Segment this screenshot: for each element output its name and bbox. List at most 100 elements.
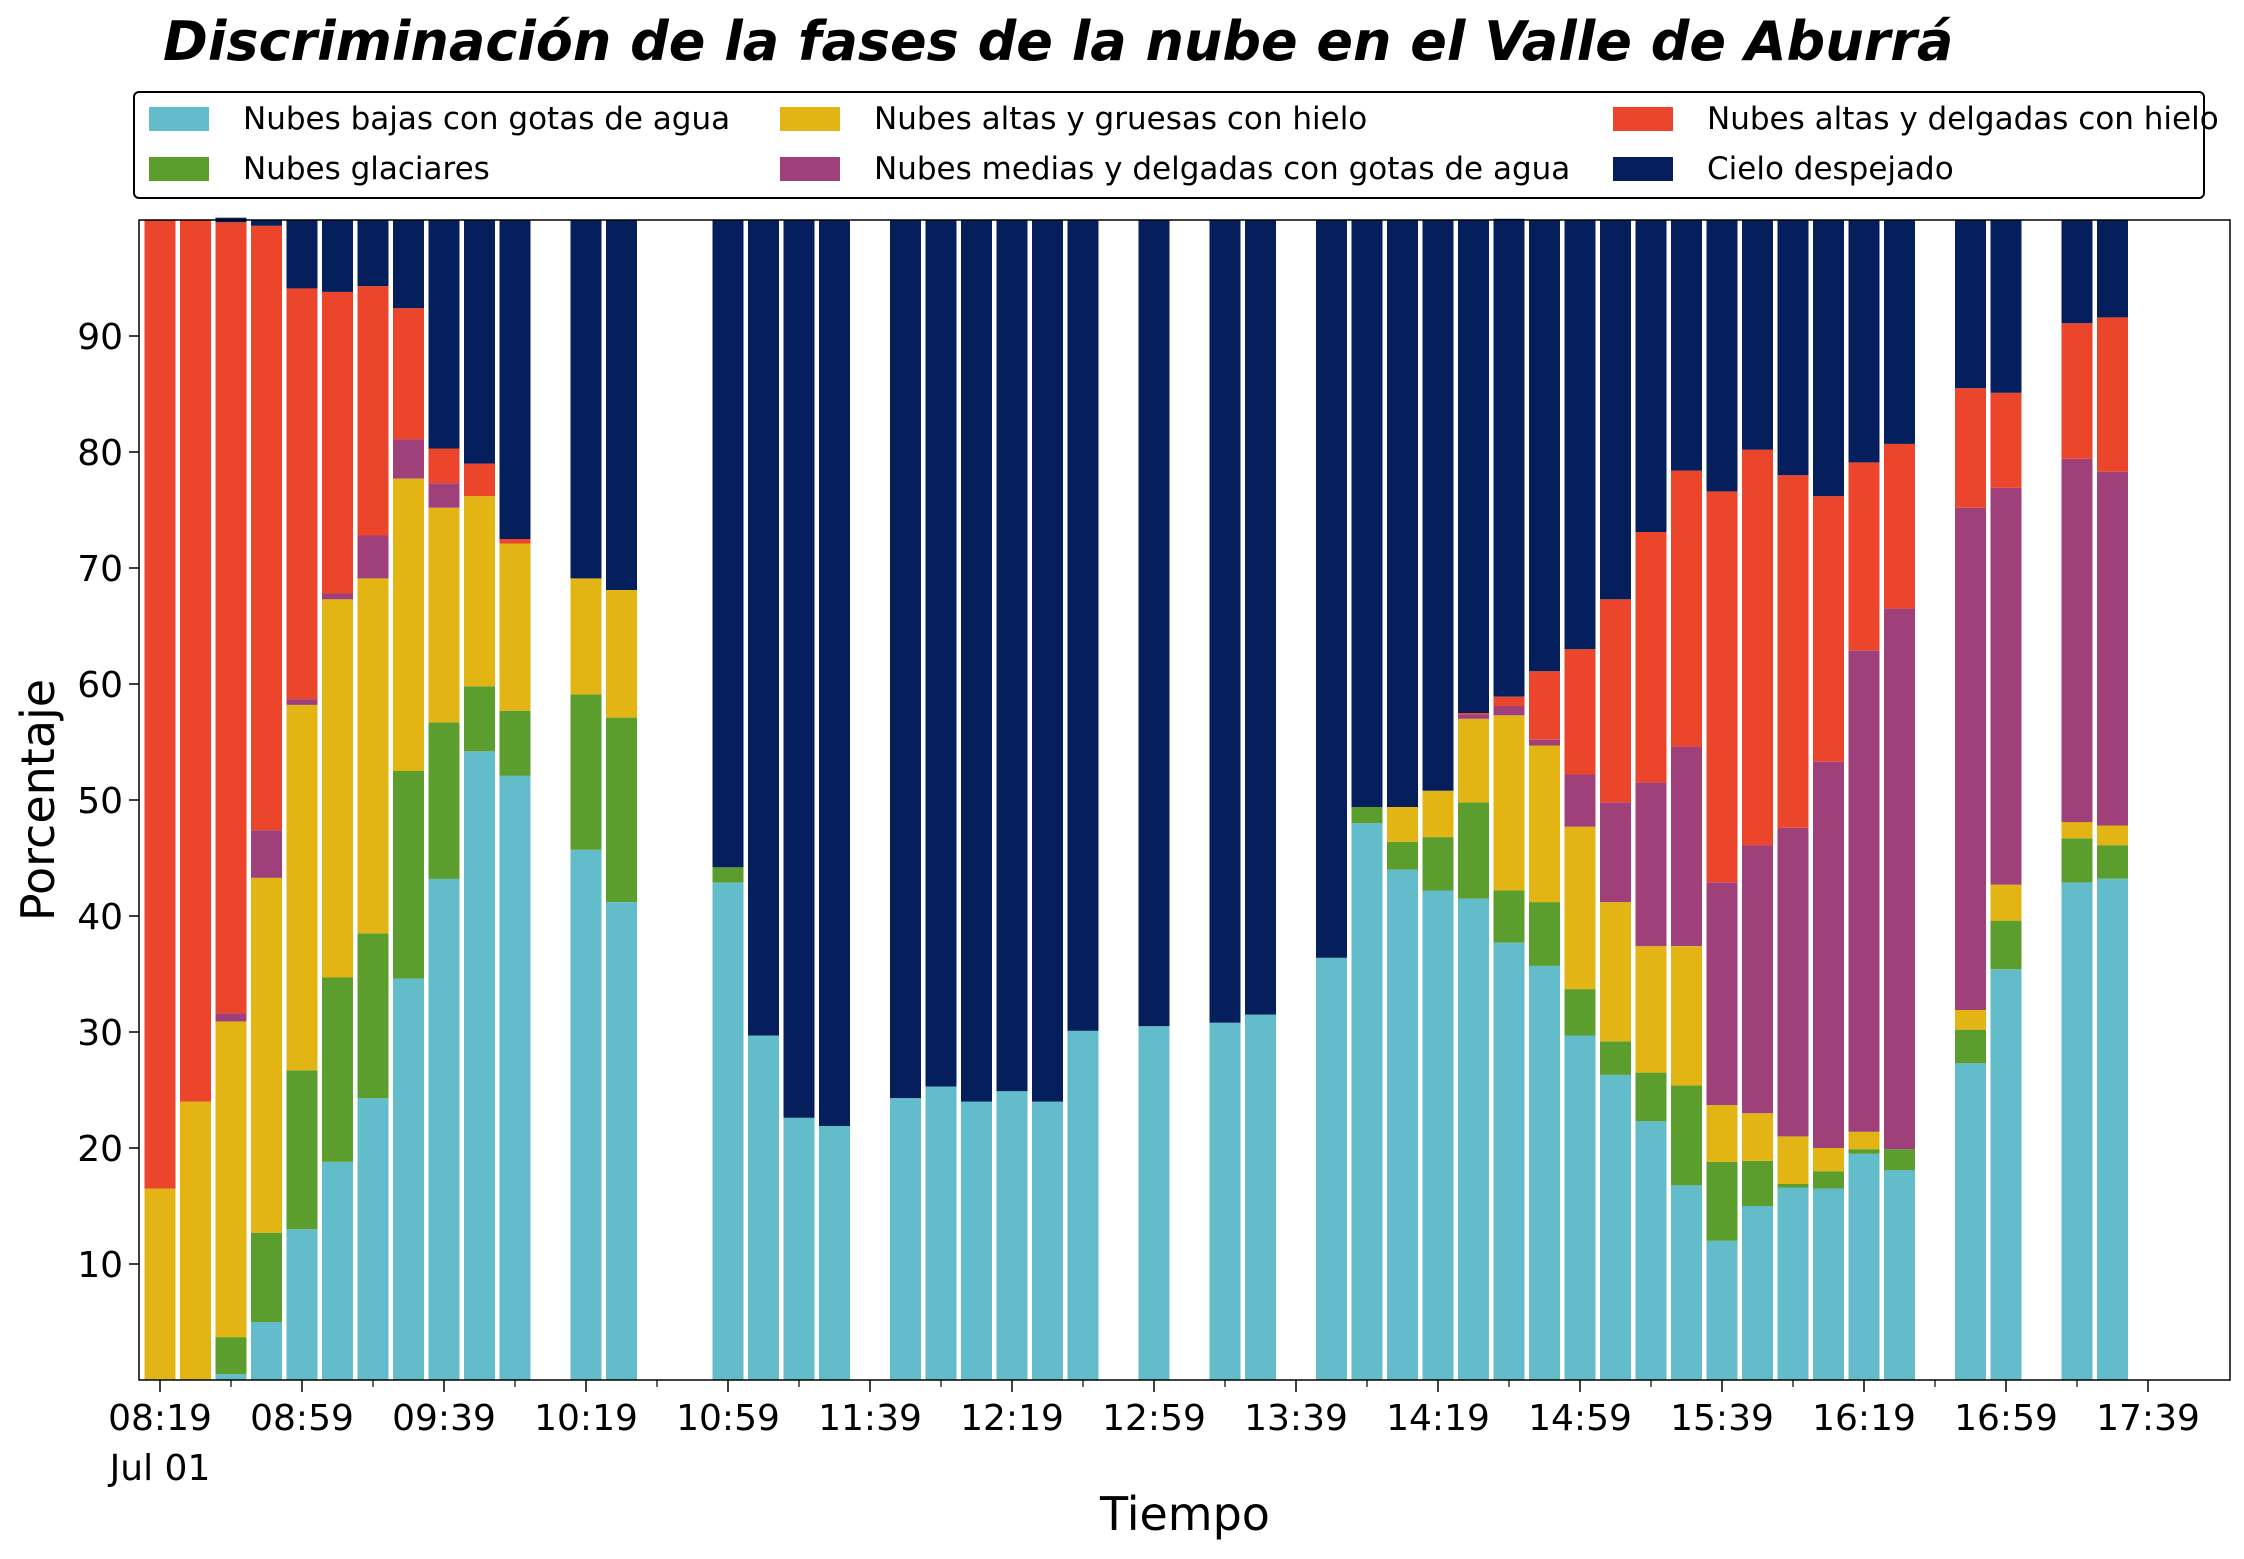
y-tick-label: 90 [77, 317, 123, 358]
y-tick-label: 40 [77, 897, 123, 938]
bar-segment-nubes-bajas-con-gotas-de-agua-0939 [428, 878, 460, 1380]
bar-segment-nubes-altas-y-delgadas-con-hielo-1649 [1955, 388, 1986, 508]
bar-segment-cielo-despejado-0849 [251, 220, 282, 226]
bar-segment-cielo-despejado-0949 [464, 220, 495, 464]
x-tick-date-label: Jul 01 [108, 1448, 211, 1489]
bar-segment-cielo-despejado-1429 [1458, 220, 1489, 713]
bar-segment-nubes-altas-y-gruesas-con-hielo-1549 [1742, 1113, 1773, 1161]
bar-segment-nubes-altas-y-delgadas-con-hielo-0859 [286, 288, 318, 699]
bar-segment-cielo-despejado-1349 [1316, 220, 1347, 958]
legend-item-nubes-medias-y-delgadas-con-gotas-de-agua: Nubes medias y delgadas con gotas de agu… [780, 151, 1570, 187]
bar-segment-nubes-medias-y-delgadas-con-gotas-de-agua-1719 [2061, 459, 2093, 823]
bar-segment-nubes-altas-y-delgadas-con-hielo-0849 [251, 225, 282, 831]
legend: Nubes bajas con gotas de agua Nubes glaci… [133, 91, 2219, 199]
bar-segment-nubes-altas-y-delgadas-con-hielo-0839 [215, 222, 247, 1014]
bar-segment-cielo-despejado-1229 [1032, 220, 1063, 1102]
bar-segment-nubes-altas-y-delgadas-con-hielo-1659 [1990, 392, 2022, 488]
y-tick-label: 70 [77, 549, 123, 590]
bar-segment-nubes-glaciares-1439 [1493, 890, 1525, 943]
bar-segment-nubes-glaciares-0919 [357, 933, 389, 1099]
bar-segment-nubes-medias-y-delgadas-con-gotas-de-agua-0909 [322, 593, 353, 600]
bar-segment-nubes-altas-y-delgadas-con-hielo-0959 [499, 539, 531, 544]
legend-swatch [780, 107, 840, 131]
bar-segment-cielo-despejado-1259 [1138, 220, 1170, 1027]
bar-segment-nubes-bajas-con-gotas-de-agua-1219 [996, 1091, 1028, 1380]
bar-segment-nubes-medias-y-delgadas-con-gotas-de-agua-0929 [393, 439, 424, 479]
bar-segment-nubes-bajas-con-gotas-de-agua-1449 [1529, 965, 1560, 1380]
x-tick-label: 17:39 [2096, 1398, 2200, 1439]
bar-segment-nubes-medias-y-delgadas-con-gotas-de-agua-1519 [1635, 782, 1667, 947]
y-tick-label: 10 [77, 1245, 123, 1286]
bar-segment-nubes-altas-y-delgadas-con-hielo-1519 [1635, 532, 1667, 783]
bar-segment-nubes-bajas-con-gotas-de-agua-0959 [499, 775, 531, 1380]
bar-segment-nubes-altas-y-gruesas-con-hielo-1029 [606, 590, 637, 718]
legend-item-nubes-altas-y-delgadas-con-hielo: Nubes altas y delgadas con hielo [1613, 101, 2219, 137]
legend-label: Cielo despejado [1707, 151, 1954, 187]
bar-segment-cielo-despejado-1559 [1777, 220, 1809, 476]
bar-segment-nubes-bajas-con-gotas-de-agua-1439 [1493, 942, 1525, 1380]
bar-segment-cielo-despejado-1459 [1564, 220, 1596, 650]
bar-segment-nubes-glaciares-0849 [251, 1232, 282, 1322]
bar-segment-nubes-altas-y-gruesas-con-hielo-1019 [570, 578, 602, 695]
bar-segment-cielo-despejado-1549 [1742, 220, 1773, 450]
bar-segment-cielo-despejado-1219 [996, 220, 1028, 1092]
bar-segment-nubes-bajas-con-gotas-de-agua-1519 [1635, 1121, 1667, 1380]
bar-segment-nubes-altas-y-gruesas-con-hielo-1649 [1955, 1010, 1986, 1030]
bar-segment-nubes-glaciares-0909 [322, 977, 353, 1162]
bar-segment-nubes-altas-y-delgadas-con-hielo-1719 [2061, 323, 2093, 459]
bar-segment-nubes-bajas-con-gotas-de-agua-1459 [1564, 1035, 1596, 1380]
bar-segment-nubes-altas-y-delgadas-con-hielo-0949 [464, 463, 495, 497]
bar-segment-nubes-medias-y-delgadas-con-gotas-de-agua-1429 [1458, 714, 1489, 719]
bar-segment-cielo-despejado-1029 [606, 220, 637, 590]
bar-segment-nubes-altas-y-delgadas-con-hielo-0919 [357, 286, 389, 536]
bar-segment-nubes-altas-y-gruesas-con-hielo-1509 [1600, 902, 1631, 1042]
bar-segment-nubes-altas-y-gruesas-con-hielo-1719 [2061, 822, 2093, 839]
bar-segment-nubes-altas-y-delgadas-con-hielo-1539 [1706, 491, 1738, 883]
bar-segment-nubes-bajas-con-gotas-de-agua-1529 [1671, 1185, 1702, 1380]
x-tick-label: 12:59 [1102, 1398, 1206, 1439]
bar-segment-nubes-altas-y-gruesas-con-hielo-0949 [464, 496, 495, 687]
bar-segment-nubes-altas-y-gruesas-con-hielo-0959 [499, 543, 531, 711]
bar-segment-cielo-despejado-1619 [1848, 220, 1880, 463]
bar-segment-nubes-bajas-con-gotas-de-agua-1129 [819, 1126, 850, 1380]
bar-segment-nubes-medias-y-delgadas-con-gotas-de-agua-1559 [1777, 827, 1809, 1137]
bar-segment-nubes-glaciares-1359 [1351, 807, 1383, 824]
bar-segment-nubes-altas-y-gruesas-con-hielo-1419 [1422, 790, 1454, 838]
bar-segment-nubes-bajas-con-gotas-de-agua-1719 [2061, 882, 2093, 1380]
bar-segment-nubes-bajas-con-gotas-de-agua-1119 [783, 1117, 815, 1380]
x-axis-label: Tiempo [1099, 1487, 1270, 1541]
bar-segment-nubes-bajas-con-gotas-de-agua-1659 [1990, 969, 2022, 1380]
legend-label: Nubes medias y delgadas con gotas de agu… [874, 151, 1571, 187]
bar-segment-nubes-altas-y-gruesas-con-hielo-0849 [251, 877, 282, 1233]
bar-segment-cielo-despejado-1529 [1671, 220, 1702, 471]
bar-segment-nubes-medias-y-delgadas-con-gotas-de-agua-1459 [1564, 774, 1596, 827]
bar-segment-cielo-despejado-1239 [1067, 220, 1099, 1031]
bar-segment-nubes-altas-y-delgadas-con-hielo-1509 [1600, 599, 1631, 803]
legend-swatch [780, 157, 840, 181]
bar-segment-nubes-bajas-con-gotas-de-agua-1209 [961, 1101, 992, 1380]
bar-segment-nubes-altas-y-gruesas-con-hielo-0939 [428, 507, 460, 723]
bar-segment-cielo-despejado-0929 [393, 220, 424, 309]
bar-segment-nubes-altas-y-gruesas-con-hielo-1609 [1813, 1148, 1844, 1172]
y-tick-label: 30 [77, 1013, 123, 1054]
bar-segment-nubes-bajas-con-gotas-de-agua-1359 [1351, 823, 1383, 1380]
bar-segment-nubes-medias-y-delgadas-con-gotas-de-agua-0849 [251, 830, 282, 878]
bar-segment-nubes-glaciares-1729 [2097, 845, 2128, 879]
legend-item-nubes-glaciares: Nubes glaciares [149, 151, 490, 187]
bar-segment-cielo-despejado-1329 [1245, 220, 1276, 1015]
bar-segment-nubes-altas-y-gruesas-con-hielo-1619 [1848, 1131, 1880, 1150]
bar-segment-nubes-altas-y-gruesas-con-hielo-0819 [144, 1188, 176, 1380]
bar-segment-cielo-despejado-1509 [1600, 220, 1631, 600]
legend-label: Nubes bajas con gotas de agua [243, 101, 731, 137]
bar-segment-nubes-glaciares-0929 [393, 771, 424, 979]
bar-segment-nubes-glaciares-1459 [1564, 989, 1596, 1036]
legend-swatch [149, 107, 209, 131]
bar-segment-nubes-glaciares-1429 [1458, 802, 1489, 899]
bar-segment-nubes-altas-y-gruesas-con-hielo-0829 [180, 1101, 211, 1380]
y-tick-label: 20 [77, 1129, 123, 1170]
bar-segment-nubes-glaciares-0959 [499, 710, 531, 776]
bar-segment-nubes-bajas-con-gotas-de-agua-0929 [393, 978, 424, 1380]
bar-segment-nubes-bajas-con-gotas-de-agua-0839 [215, 1374, 247, 1380]
bar-segment-cielo-despejado-1419 [1422, 220, 1454, 791]
